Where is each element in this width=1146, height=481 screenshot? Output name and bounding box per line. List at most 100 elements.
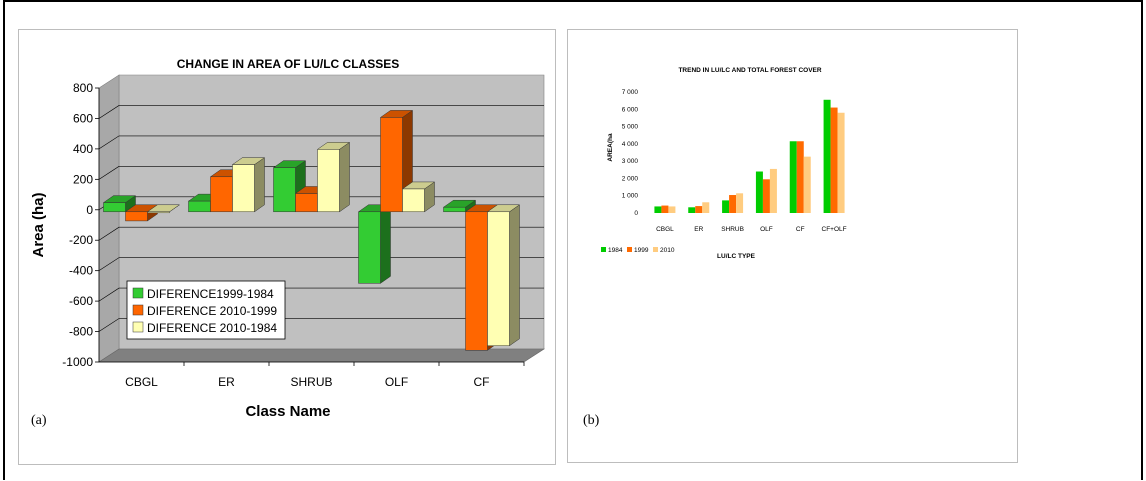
chart-b-legend-swatch-1 <box>627 247 632 252</box>
bar-front <box>125 211 148 222</box>
chart-a-legend-box <box>126 280 286 340</box>
chart-b-bar-1999-shrub <box>729 195 737 213</box>
bar-front <box>210 176 233 213</box>
chart-b-ytick-label: 3 000 <box>622 158 639 165</box>
bar-front <box>295 193 318 213</box>
chart-a-ytick-label: 400 <box>73 142 93 156</box>
chart-b-bar-1984-er <box>688 207 696 213</box>
chart-a-ytick-label: -200 <box>69 233 93 247</box>
chart-a-gridline <box>98 257 544 271</box>
bar-front <box>402 188 425 213</box>
chart-a-ytick-label: 800 <box>73 81 93 95</box>
chart-b-bar-1984-cbgl <box>654 206 662 213</box>
chart-b-xtick-label: OLF <box>760 226 773 233</box>
chart-b-ytick-label: 5 000 <box>622 124 639 131</box>
chart-b-bar-2010-shrub <box>736 193 744 213</box>
chart-a-ytick-label: -400 <box>69 264 93 278</box>
bar-front <box>232 164 255 213</box>
chart-b-legend: 1984 1999 2010 <box>601 247 675 254</box>
chart-a-ytick-label: -800 <box>69 325 93 339</box>
bar-side <box>509 204 520 347</box>
chart-b-bar-2010-cf-plus-olf <box>837 112 845 213</box>
chart-a-xtick-label: SHRUB <box>290 375 332 389</box>
chart-a-ytick-label: -1000 <box>62 355 93 369</box>
chart-b-ytick-label: 0 <box>634 210 638 217</box>
bar-front <box>273 167 296 213</box>
chart-a-ytick-label: -600 <box>69 294 93 308</box>
chart-b-legend-swatch-0 <box>601 247 606 252</box>
chart-a-legend-swatch-1 <box>132 304 144 316</box>
chart-a-ytick-label: 600 <box>73 111 93 125</box>
bar-side <box>339 141 350 213</box>
chart-a-bar-diference1999-1984-olf <box>357 204 392 284</box>
chart-a-bar-diference1999-1984-cbgl <box>102 195 137 213</box>
chart-a-floor <box>97 348 546 363</box>
chart-b-bar-2010-olf <box>769 168 777 213</box>
chart-b-legend-swatch-2 <box>653 247 658 252</box>
chart-b-title: TREND IN LU/LC AND TOTAL FOREST COVER <box>678 67 821 74</box>
chart-a-side-wall <box>98 74 120 363</box>
chart-panel-b: TREND IN LU/LC AND TOTAL FOREST COVER 7 0… <box>567 29 1018 463</box>
chart-a-gridline <box>98 105 544 119</box>
panel-b-label: (b) <box>583 413 600 428</box>
chart-a-bar-diference-2010-1984-cf <box>486 204 521 347</box>
chart-a-bar-diference-2010-1984-shrub <box>316 141 351 213</box>
chart-b-legend-label-2: 2010 <box>660 247 675 254</box>
chart-b-bar-1984-shrub <box>722 200 730 213</box>
chart-b-bar-1999-cbgl <box>661 205 669 213</box>
bar-front <box>147 211 170 214</box>
chart-a-canvas: CHANGE IN AREA OF LU/LC CLASSES 800 600 400… <box>30 57 546 420</box>
chart-b-xtick-label: CF <box>796 226 805 233</box>
chart-a-legend: DIFERENCE1999-1984 DIFERENCE 2010-1999 DIF… <box>126 280 286 340</box>
chart-a-x-axis-title: Class Name <box>245 403 330 420</box>
chart-b-bar-2010-cbgl <box>668 206 676 213</box>
bar-front <box>465 211 488 351</box>
chart-b-bar-2010-cf <box>803 156 811 213</box>
chart-a-xtick-label: OLF <box>385 375 408 389</box>
chart-a-legend-label-1: DIFERENCE 2010-1999 <box>147 304 277 318</box>
bar-side <box>254 157 265 213</box>
chart-a-xtick-label: CBGL <box>125 375 158 389</box>
bar-front <box>443 206 466 213</box>
chart-a-y-axis-title: Area (ha) <box>30 192 47 257</box>
chart-a-gridline <box>98 226 544 241</box>
chart-a-xtick-label: CF <box>474 375 490 389</box>
chart-b-canvas: TREND IN LU/LC AND TOTAL FOREST COVER 7 0… <box>601 67 847 260</box>
chart-a-legend-label-0: DIFERENCE1999-1984 <box>147 287 274 301</box>
chart-b-y-axis-title: AREA(ha <box>607 133 614 162</box>
chart-b-xtick-label: SHRUB <box>721 226 744 233</box>
chart-a-title: CHANGE IN AREA OF LU/LC CLASSES <box>177 57 399 71</box>
chart-b-ytick-label: 4 000 <box>622 141 639 148</box>
bar-front <box>317 149 340 213</box>
chart-b-ytick-label: 2 000 <box>622 175 639 182</box>
chart-a-bar-diference-2010-1984-olf <box>401 181 436 213</box>
chart-b-legend-label-0: 1984 <box>608 247 623 254</box>
chart-b-bar-1999-cf <box>796 141 804 213</box>
figure-frame <box>3 0 1143 480</box>
chart-a-ytick-label: 200 <box>73 172 93 186</box>
bar-front <box>188 200 211 213</box>
panel-a-label: (a) <box>31 413 47 428</box>
chart-b-bar-1999-olf <box>762 179 770 213</box>
chart-b-bar-1999-er <box>695 206 703 213</box>
chart-b-bar-1984-cf <box>789 141 797 213</box>
chart-panel-a: CHANGE IN AREA OF LU/LC CLASSES 800 600 400… <box>18 29 556 465</box>
chart-b-bar-1984-olf <box>755 171 763 213</box>
chart-a-bar-diference1999-1984-cf <box>442 199 477 213</box>
bar-front <box>358 211 381 284</box>
chart-b-bar-1999-cf-plus-olf <box>830 107 838 213</box>
chart-b-bar-2010-er <box>702 202 710 213</box>
chart-b-xtick-label: CF+OLF <box>822 226 847 233</box>
chart-b-ytick-label: 6 000 <box>622 106 639 113</box>
chart-b-legend-label-1: 1999 <box>634 247 649 254</box>
chart-a-legend-label-2: DIFERENCE 2010-1984 <box>147 321 277 335</box>
chart-a-legend-swatch-2 <box>132 321 144 333</box>
chart-b-x-axis-title: LU/LC TYPE <box>717 253 756 260</box>
chart-b-xtick-label: ER <box>694 226 703 233</box>
chart-a-xtick-label: ER <box>218 375 235 389</box>
chart-b-xtick-label: CBGL <box>656 226 674 233</box>
chart-a-bar-diference-2010-1984-cbgl <box>146 204 181 214</box>
chart-a-legend-swatch-0 <box>132 287 144 299</box>
chart-b-bar-1984-cf-plus-olf <box>823 99 831 213</box>
bar-front <box>103 202 126 213</box>
